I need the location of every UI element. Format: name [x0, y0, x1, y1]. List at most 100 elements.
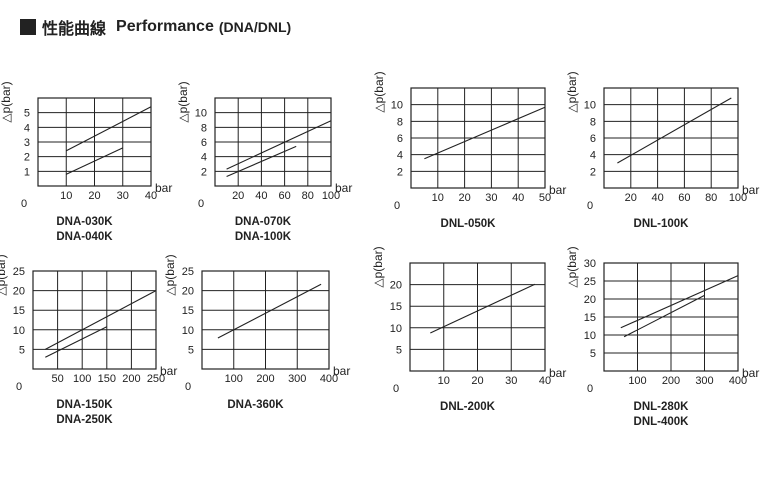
y-tick-label: 20 [584, 294, 596, 306]
x-tick-label: 300 [695, 375, 713, 387]
y-tick-label: 10 [13, 325, 25, 337]
chart-panel-5: 50 100 150 200 2505101520250bar△p(bar)DNA-15… [0, 254, 177, 426]
x-tick-label: 400 [729, 375, 747, 387]
x-tick-label: 10 [432, 192, 444, 204]
x-tick-label: 50 [539, 192, 551, 204]
y-tick-label: 8 [397, 116, 403, 128]
y-axis-label: △p(bar) [372, 71, 386, 112]
x-tick-label: 300 [288, 373, 306, 385]
y-tick-label: 5 [188, 344, 194, 356]
model-label: DNA-030K [56, 216, 113, 228]
y-tick-label: 25 [182, 266, 194, 278]
x-tick-label: 30 [485, 192, 497, 204]
x-tick-label: 80 [705, 192, 717, 204]
origin-label: 0 [21, 198, 27, 210]
model-label: DNA-150K [56, 399, 113, 411]
x-tick-label: 100 [73, 373, 91, 385]
y-tick-label: 10 [182, 325, 194, 337]
series-line [617, 97, 732, 164]
y-tick-label: 15 [182, 305, 194, 317]
x-tick-label: 400 [320, 373, 338, 385]
model-label: DNL-400K [634, 416, 690, 428]
y-tick-label: 15 [390, 301, 402, 313]
x-axis-label: bar [155, 181, 172, 195]
x-tick-label: 10 [60, 190, 72, 202]
y-tick-label: 6 [397, 133, 403, 145]
chart-panel-3: 10 20 30 40 50 2 4 6 8 10 0 bar △p(bar) DNL-050K [372, 71, 566, 230]
x-tick-label: 60 [678, 192, 690, 204]
model-label: DNL-050K [441, 218, 497, 230]
y-tick-label: 4 [397, 150, 403, 162]
x-axis-label: bar [549, 366, 566, 380]
x-axis-label: bar [742, 366, 759, 380]
y-tick-label: 2 [201, 166, 207, 178]
y-tick-label: 25 [584, 276, 596, 288]
y-axis-label: △p(bar) [371, 246, 385, 287]
series-line [424, 106, 546, 160]
y-tick-label: 1 [24, 166, 30, 178]
x-tick-label: 60 [278, 190, 290, 202]
origin-label: 0 [587, 383, 593, 395]
series-line [217, 283, 322, 339]
y-tick-label: 5 [396, 344, 402, 356]
origin-label: 0 [587, 200, 593, 212]
x-tick-label: 200 [256, 373, 274, 385]
model-label: DNA-070K [235, 216, 292, 228]
section-square-icon [20, 19, 36, 35]
x-tick-label: 150 [98, 373, 116, 385]
y-tick-label: 2 [24, 152, 30, 164]
y-axis-label: △p(bar) [565, 246, 579, 287]
series-line [430, 283, 536, 334]
y-tick-label: 8 [590, 116, 596, 128]
title-english: Performance [116, 18, 214, 35]
y-axis-label: △p(bar) [0, 254, 8, 295]
series-line [620, 275, 739, 329]
x-tick-label: 250 [147, 373, 165, 385]
origin-label: 0 [16, 381, 22, 393]
origin-label: 0 [393, 383, 399, 395]
x-tick-label: 200 [662, 375, 680, 387]
y-tick-label: 4 [201, 152, 207, 164]
y-tick-label: 30 [584, 258, 596, 270]
y-axis-label: △p(bar) [176, 81, 190, 122]
x-tick-label: 30 [505, 375, 517, 387]
y-tick-label: 6 [201, 137, 207, 149]
title-subtitle: (DNA/DNL) [218, 19, 292, 35]
x-axis-label: bar [333, 364, 350, 378]
origin-label: 0 [198, 198, 204, 210]
y-tick-label: 20 [182, 286, 194, 298]
series-line [45, 326, 108, 358]
x-tick-label: 40 [255, 190, 267, 202]
model-label: DNA-360K [227, 399, 284, 411]
x-tick-label: 40 [145, 190, 157, 202]
series-line [623, 294, 705, 338]
x-axis-label: bar [160, 364, 177, 378]
y-tick-label: 15 [13, 305, 25, 317]
y-tick-label: 10 [195, 108, 207, 120]
x-tick-label: 50 [51, 373, 63, 385]
y-tick-label: 15 [584, 312, 596, 324]
x-axis-label: bar [335, 181, 352, 195]
x-tick-label: 20 [88, 190, 100, 202]
chart-panel-6: 100 200 300 400 5 10 15 20 25 0 bar △p(bar) DNA-360K [163, 254, 350, 411]
series-line [226, 145, 297, 178]
y-tick-label: 10 [584, 100, 596, 112]
series-line [66, 106, 152, 152]
y-tick-label: 20 [390, 280, 402, 292]
x-tick-label: 10 [438, 375, 450, 387]
series-line [45, 290, 157, 350]
chart-panel-1: 10 20 30 40 1 2 3 4 5 0 bar △p(bar) DNA-030K DNA-040K [0, 81, 172, 243]
chart-panel-2: 20 40 60 80 1002468100bar△p(bar)DNA-070KDNA-… [176, 81, 352, 243]
model-label: DNL-100K [634, 218, 690, 230]
y-tick-label: 5 [24, 108, 30, 120]
model-label: DNA-250K [56, 414, 113, 426]
y-tick-label: 5 [590, 348, 596, 360]
x-tick-label: 100 [322, 190, 340, 202]
y-tick-label: 10 [390, 323, 402, 335]
series-line [66, 147, 124, 175]
y-axis-label: △p(bar) [0, 81, 13, 122]
y-tick-label: 25 [13, 266, 25, 278]
model-label: DNA-100K [235, 231, 292, 243]
model-label: DNL-280K [634, 401, 690, 413]
